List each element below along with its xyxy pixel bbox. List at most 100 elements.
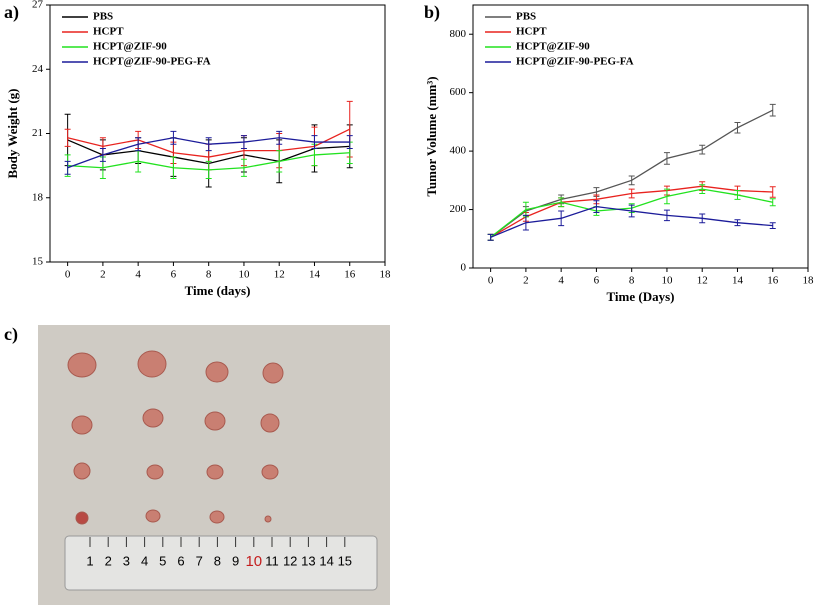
error-bar [487, 233, 494, 241]
legend-label: HCPT [93, 26, 124, 38]
y-tick-label: 200 [450, 203, 467, 215]
y-tick-label: 24 [32, 63, 44, 75]
y-axis-label: Body Weight (g) [5, 88, 20, 178]
error-bar [135, 137, 142, 152]
error-bar [663, 152, 670, 165]
error-bar [205, 137, 212, 152]
plot-frame [472, 4, 809, 269]
ruler-number: 1 [86, 553, 93, 568]
error-bar [593, 200, 600, 213]
error-bar [170, 130, 177, 145]
y-tick-label: 27 [32, 0, 44, 11]
x-axis-label: Time (days) [185, 283, 251, 298]
tumor [75, 511, 89, 525]
panel-label: b) [424, 2, 440, 23]
legend-label: HCPT@ZIF-90-PEG-FA [93, 56, 211, 68]
ruler-number: 6 [177, 553, 184, 568]
error-bar [346, 135, 353, 149]
tumor [67, 352, 97, 378]
x-tick-label: 6 [594, 275, 600, 287]
x-tick-label: 0 [65, 269, 71, 281]
tumor [71, 415, 93, 435]
error-bar [240, 135, 247, 149]
error-bar [769, 103, 776, 117]
ruler-number: 10 [245, 553, 262, 570]
x-tick-label: 2 [523, 275, 529, 287]
x-tick-label: 16 [767, 275, 779, 287]
error-bar [769, 186, 776, 198]
x-tick-label: 6 [171, 269, 177, 281]
error-bar [699, 213, 706, 224]
error-bar [522, 214, 529, 231]
tumor [264, 515, 272, 523]
error-bar [699, 144, 706, 155]
x-tick-label: 14 [309, 269, 321, 281]
panel-label: a) [4, 2, 19, 23]
x-axis-label: Time (Days) [606, 289, 674, 304]
ruler-number: 13 [301, 553, 315, 568]
x-tick-label: 2 [100, 269, 106, 281]
x-tick-label: 18 [380, 269, 392, 281]
tumor [204, 411, 226, 431]
error-bar [64, 128, 71, 147]
ruler-number: 11 [265, 553, 279, 568]
error-bar [663, 188, 670, 205]
y-tick-label: 600 [450, 86, 467, 98]
series-line [490, 109, 774, 238]
x-tick-label: 14 [732, 275, 744, 287]
y-tick-label: 800 [450, 28, 467, 40]
error-bar [699, 184, 706, 194]
x-tick-label: 18 [803, 275, 815, 287]
ruler-number: 7 [196, 553, 203, 568]
error-bar [769, 198, 776, 207]
y-tick-label: 400 [450, 145, 467, 157]
ruler [64, 535, 378, 591]
ruler-number: 14 [319, 553, 333, 568]
error-bar [558, 197, 565, 208]
error-bar [628, 204, 635, 218]
x-tick-label: 12 [697, 275, 708, 287]
tumor [260, 413, 280, 433]
x-tick-label: 0 [488, 275, 494, 287]
error-bar [64, 160, 71, 175]
x-tick-label: 8 [629, 275, 635, 287]
x-tick-label: 12 [274, 269, 285, 281]
tumor [73, 462, 91, 480]
x-tick-label: 4 [135, 269, 141, 281]
legend-label: HCPT@ZIF-90 [93, 41, 167, 53]
panel-label: c) [4, 324, 18, 345]
ruler-number: 4 [141, 553, 148, 568]
ruler-number: 8 [214, 553, 221, 568]
legend-label: PBS [516, 11, 536, 23]
error-bar [276, 150, 283, 173]
x-tick-label: 10 [238, 269, 250, 281]
error-bar [240, 158, 247, 177]
error-bar [769, 222, 776, 230]
tumor [146, 464, 164, 480]
tumor [142, 408, 164, 428]
legend-label: PBS [93, 11, 113, 23]
ruler-number: 9 [232, 553, 239, 568]
y-tick-label: 21 [32, 127, 43, 139]
tumor [261, 464, 279, 480]
ruler-number: 15 [338, 553, 352, 568]
error-bar [99, 147, 106, 162]
x-tick-label: 8 [206, 269, 212, 281]
error-bar [663, 209, 670, 222]
ruler-number: 5 [159, 553, 166, 568]
legend-label: HCPT@ZIF-90 [516, 41, 590, 53]
error-bar [170, 156, 177, 179]
x-tick-label: 16 [344, 269, 356, 281]
x-tick-label: 4 [558, 275, 564, 287]
error-bar [734, 190, 741, 200]
y-tick-label: 0 [461, 262, 467, 274]
y-tick-label: 15 [32, 256, 44, 268]
tumor [205, 361, 229, 383]
error-bar [734, 219, 741, 227]
tumor [209, 510, 225, 524]
x-tick-label: 10 [661, 275, 673, 287]
y-axis-label: Tumor Volume (mm³) [424, 76, 439, 196]
ruler-number: 2 [105, 553, 112, 568]
error-bar [205, 160, 212, 179]
